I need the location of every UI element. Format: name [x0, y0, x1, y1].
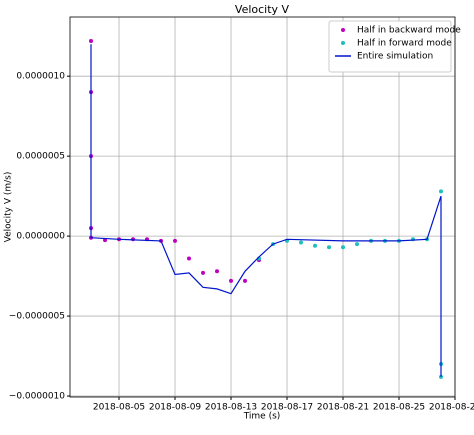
- y-tick-label: 0.0000005: [16, 152, 65, 162]
- point: [243, 278, 247, 283]
- y-axis-label: Velocity V (m/s): [4, 172, 14, 243]
- point: [313, 243, 317, 248]
- x-tick-label: 2018-08-05: [93, 403, 145, 413]
- point: [327, 245, 331, 250]
- point: [201, 270, 205, 275]
- line: [90, 44, 442, 377]
- plot-frame: [69, 16, 456, 398]
- legend-swatch: [341, 41, 345, 45]
- y-tick-label: 0.0000010: [16, 72, 65, 82]
- point: [299, 240, 303, 245]
- x-tick-label: 2018-08-09: [149, 403, 202, 413]
- point: [341, 245, 345, 250]
- legend-label: Half in forward mode: [357, 39, 452, 49]
- legend: Half in backward mode Half in forward mod…: [328, 20, 461, 73]
- point: [215, 269, 219, 274]
- y-tick-label: 0.0000000: [16, 232, 65, 242]
- legend-box: [328, 20, 452, 73]
- x-tick-label: 2018-08-29: [429, 403, 474, 413]
- legend-label: Half in backward mode: [357, 26, 461, 36]
- y-tick-label: −0.0000010: [9, 392, 65, 402]
- point: [89, 38, 93, 43]
- x-tick-label: 2018-08-21: [317, 403, 369, 413]
- y-tick-label: −0.0000005: [9, 312, 65, 322]
- chart-title: Velocity V: [235, 3, 290, 16]
- legend-label: Entire simulation: [357, 52, 433, 62]
- point: [173, 238, 177, 243]
- point: [439, 374, 443, 379]
- x-tick-label: 2018-08-13: [205, 403, 257, 413]
- x-tick-label: 2018-08-17: [261, 403, 313, 413]
- x-tick-label: 2018-08-25: [373, 403, 425, 413]
- point: [439, 189, 443, 194]
- legend-swatch: [341, 28, 345, 32]
- x-axis-label: Time (s): [243, 412, 281, 422]
- point: [229, 278, 233, 283]
- point: [187, 256, 191, 261]
- point: [355, 242, 359, 247]
